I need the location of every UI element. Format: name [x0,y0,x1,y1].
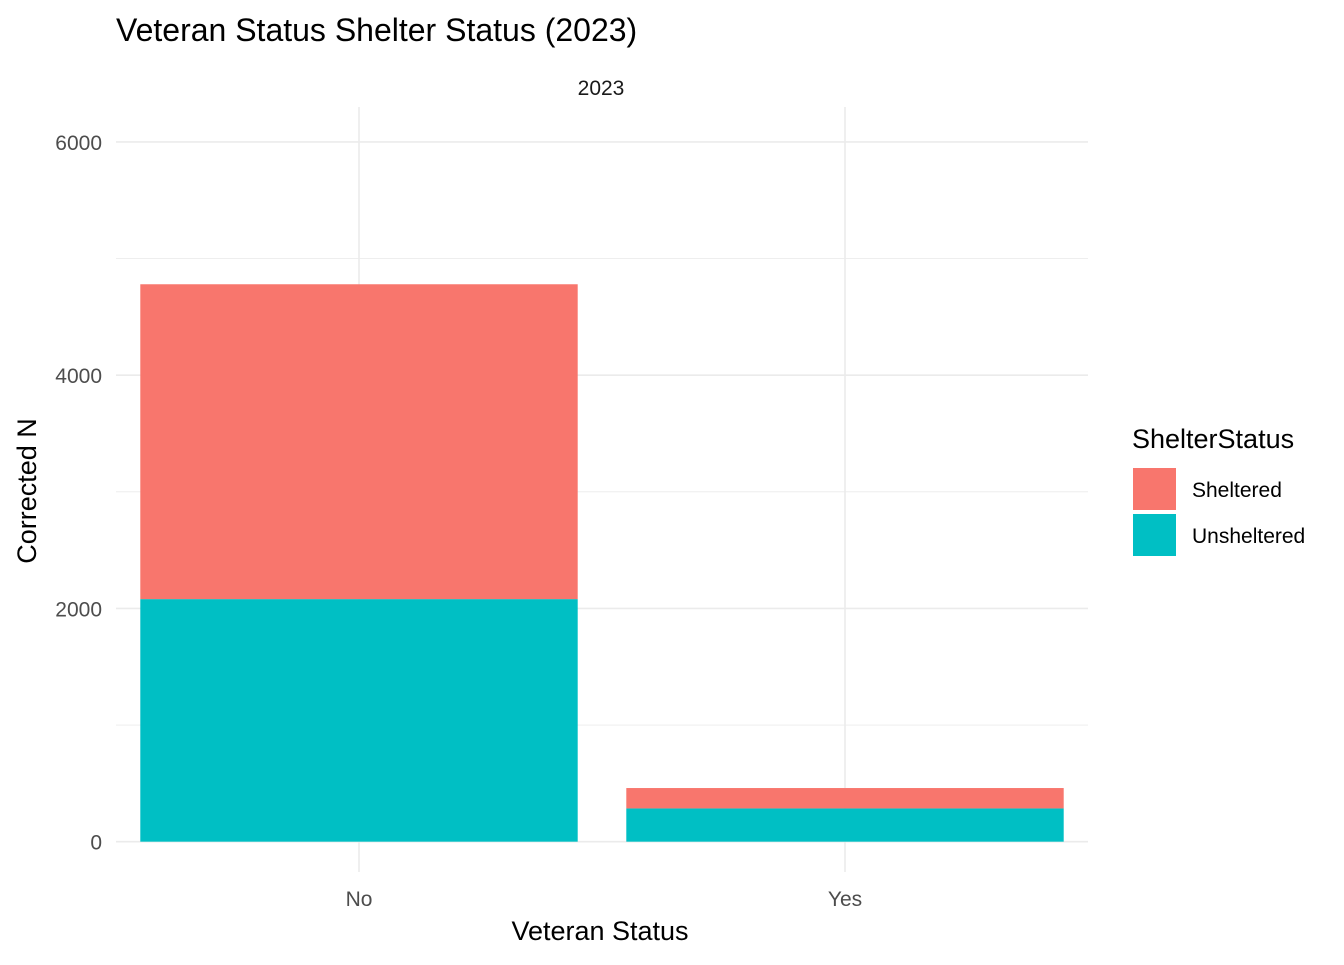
y-tick-label: 6000 [55,132,102,155]
bars [140,284,1064,842]
y-tick-labels: 0 2000 4000 6000 [55,132,102,855]
y-tick-label: 4000 [55,365,102,388]
legend: ShelterStatus Sheltered Unsheltered [1132,424,1305,556]
bar-sheltered-no [140,284,578,600]
legend-title: ShelterStatus [1132,424,1294,454]
x-tick-labels: No Yes [346,888,863,911]
bar-sheltered-yes [626,788,1064,809]
bar-unsheltered-no [140,599,578,842]
x-tick-label: Yes [828,888,862,911]
x-tick-label: No [346,888,373,911]
y-axis-label: Corrected N [12,418,42,564]
legend-label: Sheltered [1192,479,1282,502]
y-tick-label: 2000 [55,598,102,621]
x-axis-label: Veteran Status [511,916,688,946]
legend-swatch [1133,514,1176,556]
facet-label: 2023 [578,77,625,100]
legend-swatch [1133,468,1176,510]
legend-label: Unsheltered [1192,525,1305,548]
bar-unsheltered-yes [626,808,1064,842]
y-tick-label: 0 [90,832,102,855]
chart-title: Veteran Status Shelter Status (2023) [116,12,637,48]
